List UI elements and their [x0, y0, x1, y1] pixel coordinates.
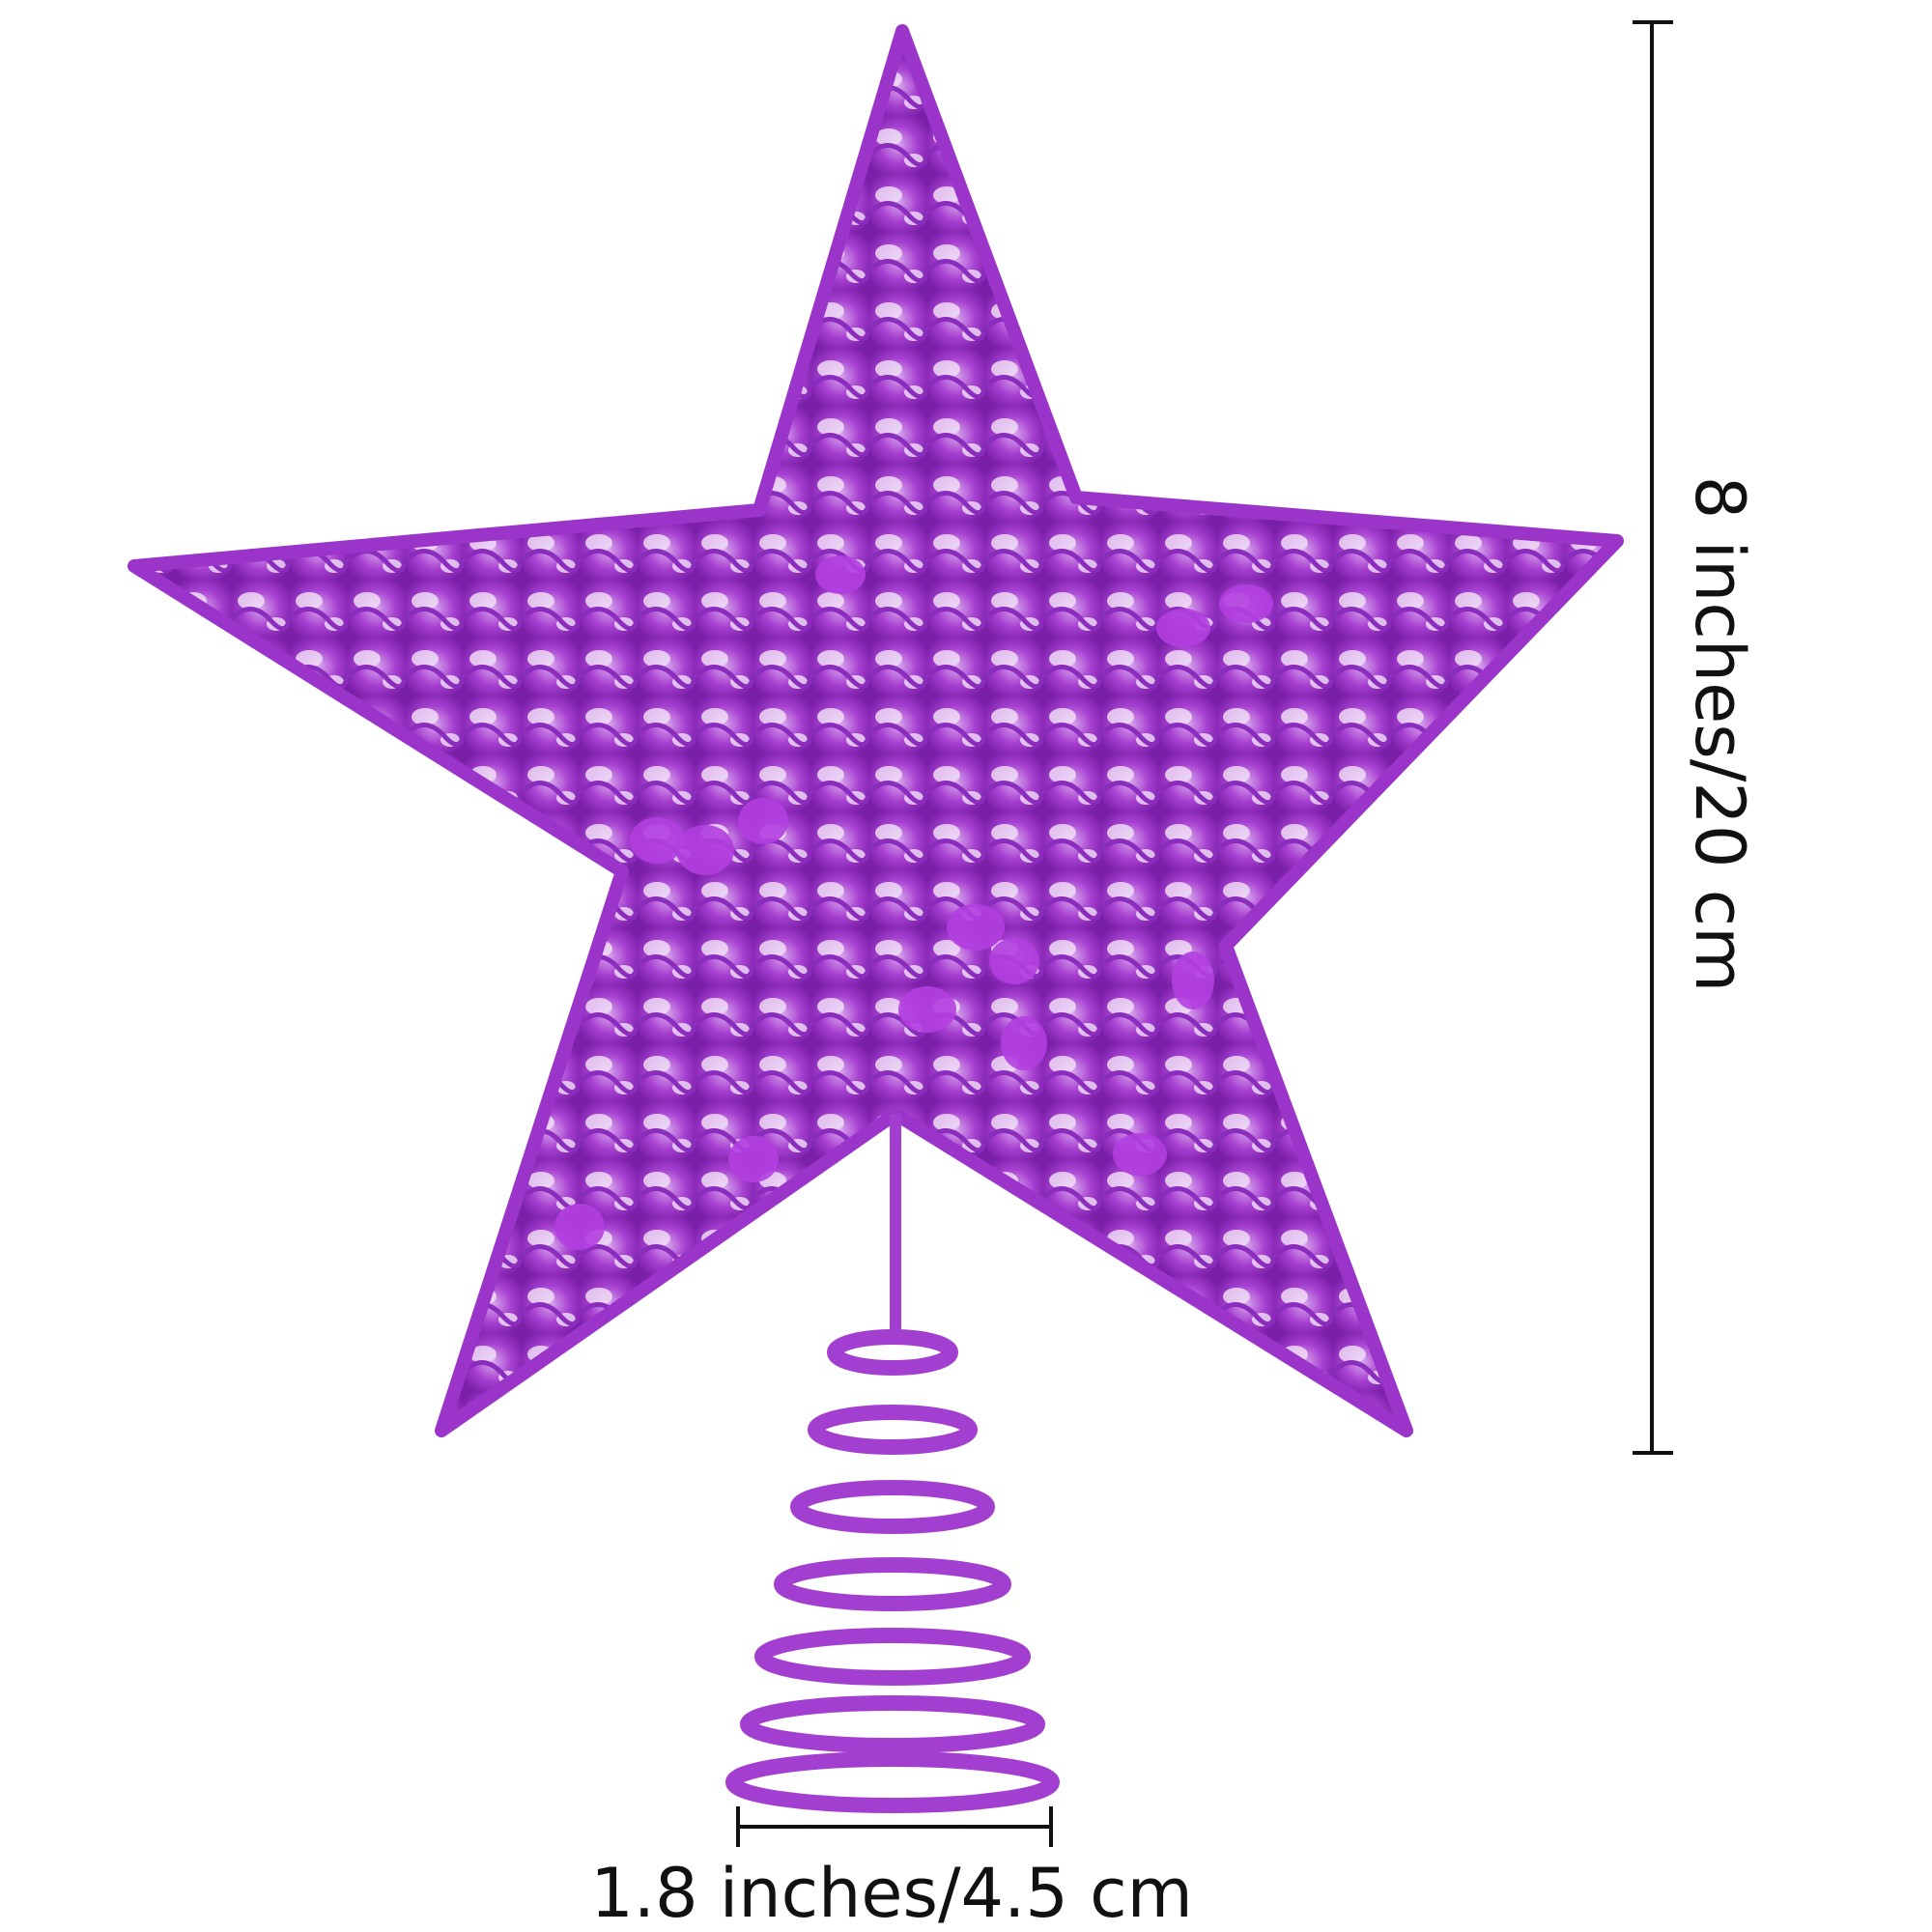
width-dimension	[736, 1806, 1053, 1847]
spring	[725, 1329, 1060, 1813]
sequins	[554, 555, 1273, 1250]
width-label: 1.8 inches/4.5 cm	[590, 1854, 1193, 1932]
star	[128, 24, 1624, 1437]
height-label: 8 inches/20 cm	[1680, 476, 1759, 993]
height-dimension	[1633, 20, 1673, 1455]
